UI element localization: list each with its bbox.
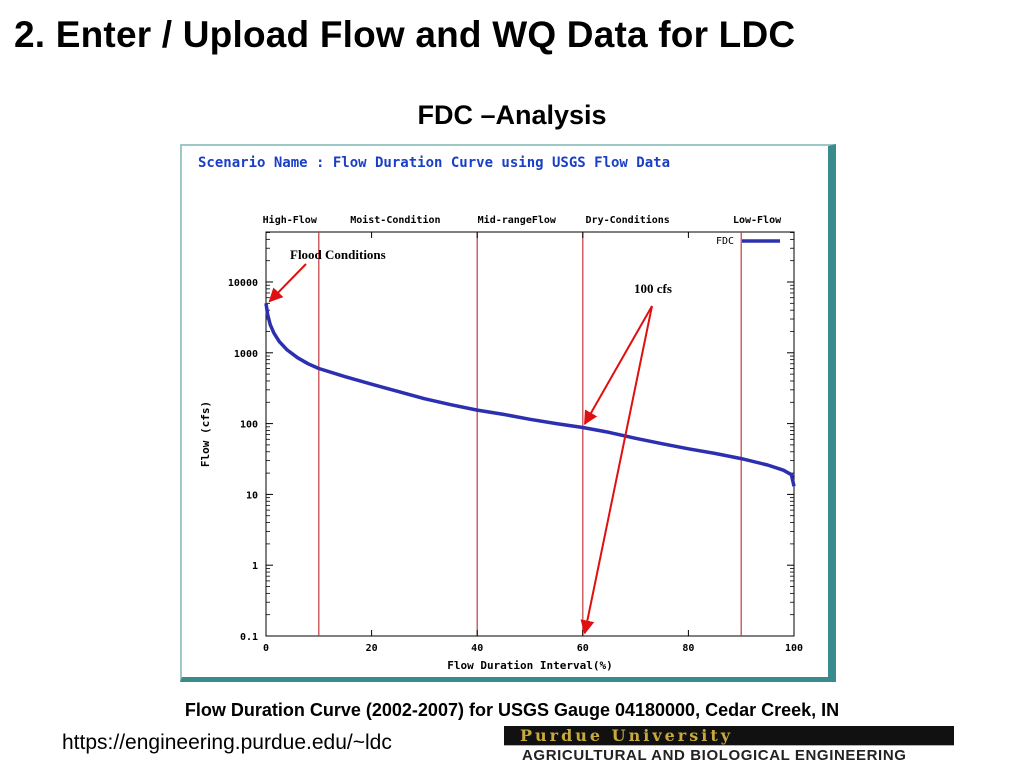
x-tick-label-1: 20 bbox=[366, 643, 378, 654]
logo-university-name: Purdue University bbox=[520, 726, 734, 745]
zone-label-3: Dry-Conditions bbox=[586, 214, 670, 226]
logo-department-name: AGRICULTURAL AND BIOLOGICAL ENGINEERING bbox=[522, 747, 907, 764]
source-url[interactable]: https://engineering.purdue.edu/~ldc bbox=[62, 731, 392, 754]
x-tick-label-4: 80 bbox=[682, 643, 694, 654]
chart-title: Scenario Name : Flow Duration Curve usin… bbox=[198, 155, 670, 171]
arrow-100-cfs-0 bbox=[583, 305, 653, 426]
fdc-chart: Scenario Name : Flow Duration Curve usin… bbox=[198, 155, 803, 672]
logo-banner: Purdue University bbox=[504, 726, 954, 746]
x-tick-label-2: 40 bbox=[471, 643, 483, 654]
x-tick-label-3: 60 bbox=[577, 643, 589, 654]
chart-panel: Scenario Name : Flow Duration Curve usin… bbox=[180, 144, 836, 682]
y-tick-label-5: 10000 bbox=[228, 278, 258, 289]
plot-area bbox=[265, 231, 795, 637]
y-axis-label: Flow (cfs) bbox=[199, 401, 212, 467]
zone-label-0: High-Flow bbox=[263, 214, 318, 226]
x-tick-label-0: 0 bbox=[263, 643, 269, 654]
y-tick-label-3: 100 bbox=[240, 420, 258, 431]
y-tick-label-1: 1 bbox=[252, 561, 258, 572]
purdue-logo: Purdue University AGRICULTURAL AND BIOLO… bbox=[504, 726, 954, 766]
y-tick-label-2: 10 bbox=[246, 490, 258, 501]
x-axis-label: Flow Duration Interval(%) bbox=[447, 659, 613, 672]
y-tick-label-4: 1000 bbox=[234, 349, 258, 360]
arrow-flood-conditions bbox=[268, 263, 307, 303]
annotation-100-cfs: 100 cfs bbox=[634, 281, 672, 296]
slide-subtitle: FDC –Analysis bbox=[417, 100, 607, 130]
y-tick-label-0: 0.1 bbox=[240, 632, 258, 643]
legend-label-fdc: FDC bbox=[716, 236, 734, 247]
zone-label-4: Low-Flow bbox=[733, 215, 782, 226]
fdc-series-line bbox=[264, 303, 796, 487]
arrow-100-cfs-1 bbox=[580, 305, 653, 635]
slide-title: 2. Enter / Upload Flow and WQ Data for L… bbox=[14, 14, 796, 55]
x-tick-label-5: 100 bbox=[785, 643, 803, 654]
zone-label-2: Mid-rangeFlow bbox=[478, 214, 557, 226]
figure-caption: Flow Duration Curve (2002-2007) for USGS… bbox=[184, 700, 840, 720]
zone-label-1: Moist-Condition bbox=[350, 214, 440, 226]
annotation-flood-conditions: Flood Conditions bbox=[290, 247, 386, 262]
